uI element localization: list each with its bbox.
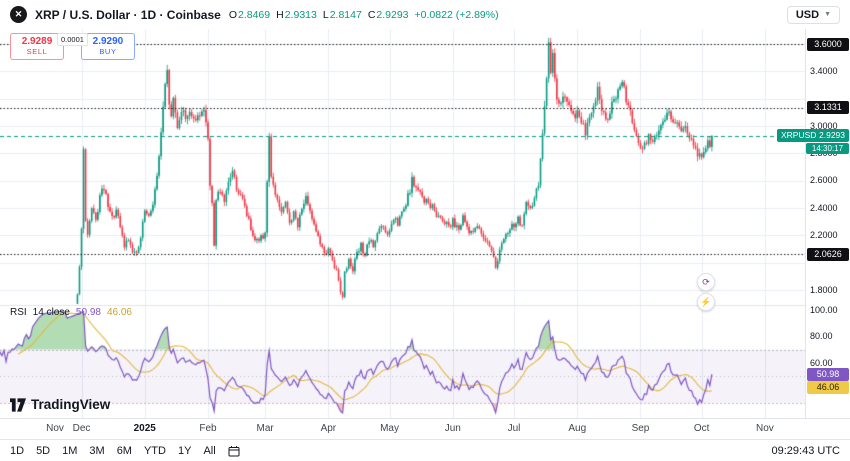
currency-label: USD [795, 8, 820, 21]
floating-quick-actions: ⟳ ⚡ [697, 273, 715, 311]
price-tick: 3.0000 [810, 120, 838, 131]
last-price-badge: XRPUSD 2.9293 [777, 129, 849, 143]
rsi-legend: RSI 14 close 50.98 46.06 [10, 307, 132, 318]
buy-label: BUY [99, 47, 117, 56]
range-button-5d[interactable]: 5D [36, 444, 51, 457]
timezone-clock[interactable]: 09:29:43 UTC [771, 444, 840, 457]
month-label: Jul [507, 423, 521, 434]
month-label: May [380, 423, 399, 434]
open-value: 2.8469 [238, 8, 271, 21]
last-price-symbol: XRPUSD [781, 130, 817, 141]
level-badge-3-1331: 3.1331 [807, 101, 849, 115]
tradingview-mark-icon [10, 397, 26, 412]
close-value: 2.9293 [376, 8, 409, 21]
rsi-tick: 60.00 [810, 357, 833, 368]
rsi-legend-params: 14 close [32, 307, 70, 318]
high-label: H [276, 8, 284, 21]
month-label: Aug [568, 423, 587, 434]
month-label: Nov [46, 423, 64, 434]
low-value: 2.8147 [329, 8, 362, 21]
rsi-legend-ma-value: 46.06 [106, 307, 132, 318]
buy-button[interactable]: 2.9290 BUY [80, 33, 135, 60]
month-label: Feb [199, 423, 217, 434]
month-label: Jun [444, 423, 461, 434]
rsi-ma-value-badge: 46.06 [807, 380, 849, 394]
calendar-icon[interactable] [228, 445, 240, 457]
last-price-value: 2.9293 [819, 130, 845, 141]
price-tick: 1.8000 [810, 284, 838, 295]
level-badge-2-0626: 2.0626 [807, 247, 849, 261]
month-label: Nov [756, 423, 774, 434]
month-label: Apr [320, 423, 337, 434]
bar-countdown: 14:30:17 [806, 143, 849, 155]
currency-selector-button[interactable]: USD ▼ [786, 5, 840, 24]
range-button-1d[interactable]: 1D [10, 444, 25, 457]
refresh-arrows-icon[interactable]: ⟳ [697, 273, 715, 291]
tradingview-brand-text: TradingView [31, 397, 111, 412]
chart-header: ✕ XRP / U.S. Dollar · 1D · Coinbase O 2.8… [0, 0, 850, 29]
symbol-title[interactable]: XRP / U.S. Dollar · 1D · Coinbase [35, 7, 221, 22]
range-button-6m[interactable]: 6M [116, 444, 132, 457]
level-badge-3-6000: 3.6000 [807, 37, 849, 51]
rsi-value-badge: 50.98 [807, 368, 849, 382]
sell-button[interactable]: 2.9289 SELL [10, 33, 64, 60]
change-value: +0.0822 (+2.89%) [414, 8, 499, 21]
month-label: Mar [256, 423, 274, 434]
price-tick: 2.2000 [810, 229, 838, 240]
high-value: 2.9313 [284, 8, 317, 21]
price-chart-canvas[interactable] [0, 29, 806, 418]
price-axis[interactable]: 3.4000 3.0000 2.8000 2.6000 2.4000 2.200… [777, 29, 850, 418]
price-tick: 2.6000 [810, 175, 838, 186]
chevron-down-icon: ▼ [824, 11, 831, 18]
price-tick: 3.4000 [810, 65, 838, 76]
sell-label: SELL [26, 47, 48, 56]
month-label: Dec [72, 423, 91, 434]
range-button-all[interactable]: All [203, 444, 216, 457]
time-axis[interactable]: Nov Dec 2025 Feb Mar Apr May Jun Jul Aug… [0, 418, 850, 440]
rsi-legend-value: 50.98 [75, 307, 101, 318]
lightning-trade-icon[interactable]: ⚡ [697, 293, 715, 311]
month-label: Sep [631, 423, 650, 434]
spread-value: 0.0001 [57, 33, 88, 46]
rsi-tick: 80.00 [810, 331, 833, 341]
ohlc-readout: O 2.8469 H 2.9313 L 2.8147 C 2.9293 +0.0822 … [229, 9, 499, 21]
price-tick: 2.4000 [810, 202, 838, 213]
rsi-tick: 100.00 [810, 304, 838, 315]
buy-price: 2.9290 [92, 36, 124, 47]
rsi-legend-title: RSI [10, 307, 27, 318]
tradingview-logo[interactable]: TradingView [10, 397, 110, 412]
low-label: L [322, 8, 329, 21]
range-button-ytd[interactable]: YTD [143, 444, 166, 457]
xrp-symbol-icon: ✕ [10, 6, 27, 23]
bottom-toolbar: 1D 5D 1M 3M 6M YTD 1Y All 09:29:43 UTC [0, 439, 850, 461]
year-label: 2025 [133, 423, 156, 434]
trade-widget: 2.9289 SELL 0.0001 2.9290 BUY [10, 33, 135, 60]
range-button-3m[interactable]: 3M [89, 444, 105, 457]
range-button-1m[interactable]: 1M [62, 444, 78, 457]
close-label: C [367, 8, 376, 21]
month-label: Oct [693, 423, 710, 434]
open-label: O [228, 8, 237, 21]
sell-price: 2.9289 [21, 36, 53, 47]
range-button-1y[interactable]: 1Y [177, 444, 192, 457]
